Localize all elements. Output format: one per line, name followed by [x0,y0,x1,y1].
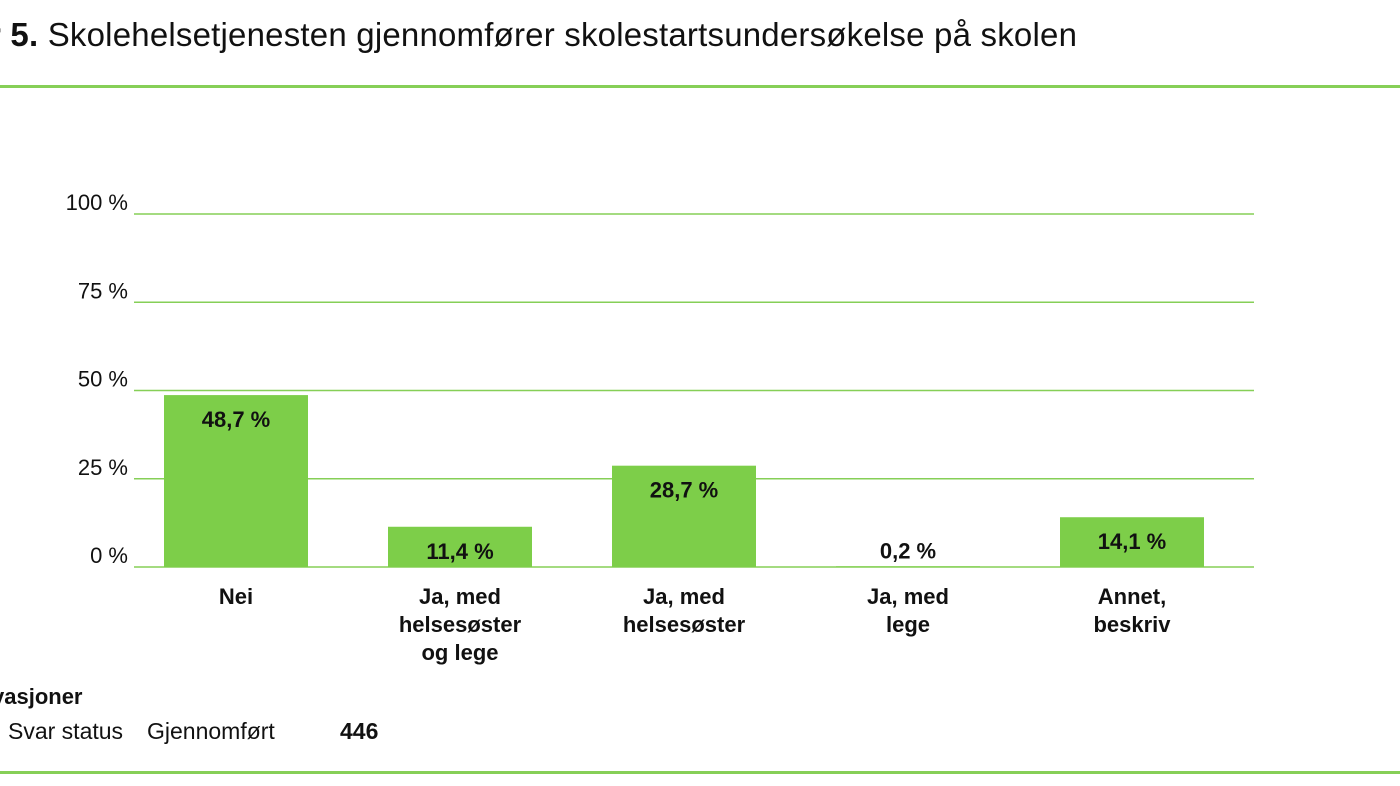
y-tick-label: 100 % [66,190,128,215]
data-label: 28,7 % [650,478,719,503]
x-category-label: Nei [219,584,253,609]
data-label: 14,1 % [1098,529,1167,554]
bar-chart: 0 % 25 % 50 % 75 % 100 % 48,7 % Nei 11,4 % Ja, m… [66,190,1254,665]
x-category-label: lege [886,612,930,637]
x-category-label: Ja, med [867,584,949,609]
y-tick-label: 75 % [78,278,128,303]
data-label: 48,7 % [202,407,271,432]
bar [388,526,532,567]
data-label: 0,2 % [880,538,936,563]
bottom-divider [0,771,1400,774]
x-category-label: helsesøster [399,612,522,637]
x-category-label: Ja, med [643,584,725,609]
bar [164,395,308,567]
response-status-label: Svar status [8,718,124,744]
x-category-label: beskriv [1093,612,1171,637]
response-count: 446 [340,718,379,744]
y-tick-label: 25 % [78,455,128,480]
y-tick-label: 50 % [78,367,128,392]
figure-title-text: Skolehelsetjenesten gjennomfører skolest… [47,16,1078,53]
x-category-label: Annet, [1098,584,1166,609]
x-category-label: og lege [421,640,498,665]
chart-title: r 5. Skolehelsetjenesten gjennomfører sk… [0,16,1077,54]
figure-number: r 5. [0,16,39,53]
x-category-label: helsesøster [623,612,746,637]
observations-heading: vasjoner [0,684,83,709]
response-status-value: Gjennomført [147,718,275,744]
x-category-label: Ja, med [419,584,501,609]
top-divider [0,85,1400,88]
bar [1060,517,1204,567]
bar [836,566,980,567]
data-label: 11,4 % [426,539,493,564]
bar [612,465,756,567]
y-tick-label: 0 % [90,543,128,568]
